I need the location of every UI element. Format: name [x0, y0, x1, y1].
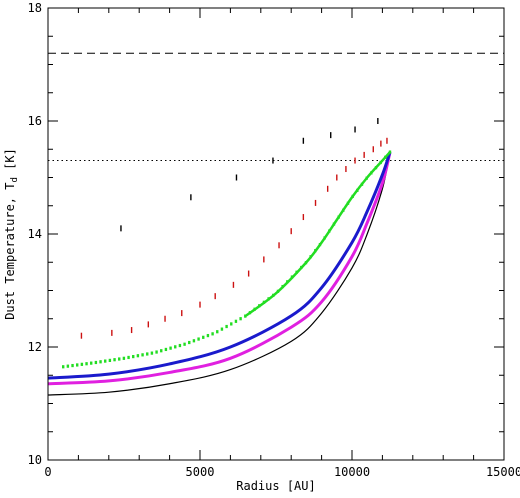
series-point: [211, 332, 214, 336]
series-points-3: [62, 150, 392, 369]
series-point: [66, 364, 70, 368]
y-axis-label-subscript: d: [10, 177, 20, 182]
series-point: [76, 363, 79, 367]
y-tick-label: 16: [28, 114, 42, 128]
series-point: [216, 330, 219, 334]
series-point: [164, 347, 168, 352]
series-point: [239, 317, 242, 321]
y-tick-label: 12: [28, 340, 42, 354]
axis-ticks: 0 5000 10000 15000 10 12 14 16 18: [28, 1, 520, 479]
series-point: [206, 333, 210, 338]
series-point: [234, 319, 238, 323]
x-tick-label: 5000: [186, 465, 215, 479]
series-point: [225, 324, 228, 329]
series-point: [85, 362, 88, 366]
series-point: [122, 356, 126, 360]
y-axis-label-main: Dust Temperature, T: [3, 183, 17, 320]
series-point: [108, 358, 112, 362]
series-point: [188, 340, 191, 345]
series-line-1: [47, 151, 392, 386]
series-line-0: [47, 151, 391, 396]
series-point: [160, 349, 163, 353]
y-axis-label: Dust Temperature, Td [K]: [3, 148, 20, 320]
series-point: [169, 346, 172, 350]
series-point: [230, 322, 233, 326]
series-point: [80, 362, 84, 366]
series-point: [141, 353, 144, 357]
series-ticks-5: [120, 118, 379, 232]
x-tick-label: 15000: [486, 465, 520, 479]
series-point-band: [244, 151, 391, 317]
series-ticks-4: [80, 137, 388, 339]
series-point: [62, 365, 65, 369]
y-tick-label: 18: [28, 1, 42, 15]
series-point: [388, 150, 392, 154]
plot-marks: [47, 52, 504, 396]
x-axis-label: Radius [AU]: [236, 479, 315, 493]
y-tick-label: 14: [28, 227, 42, 241]
x-tick-label: 0: [44, 465, 51, 479]
y-tick-label: 10: [28, 453, 42, 467]
series-point: [192, 339, 196, 343]
series-point: [90, 361, 93, 365]
series-point: [150, 351, 154, 355]
series-point: [127, 355, 130, 360]
series-point: [202, 335, 205, 339]
series-point: [174, 345, 177, 349]
series-point: [118, 357, 121, 361]
series-point: [244, 314, 247, 318]
series-point: [178, 343, 182, 348]
series-point: [104, 359, 107, 363]
series-point: [113, 358, 116, 362]
series-point: [94, 360, 98, 365]
series-point: [136, 354, 140, 358]
series-point: [71, 363, 74, 368]
x-tick-label: 10000: [334, 465, 370, 479]
series-line-2: [47, 151, 392, 380]
series-point: [220, 327, 224, 331]
series-point: [197, 337, 200, 341]
series-point: [155, 350, 158, 354]
series-point: [132, 354, 135, 359]
series-point: [146, 352, 149, 356]
series-point: [183, 342, 186, 346]
series-point: [99, 360, 102, 364]
y-axis-label-unit: [K]: [3, 148, 17, 177]
